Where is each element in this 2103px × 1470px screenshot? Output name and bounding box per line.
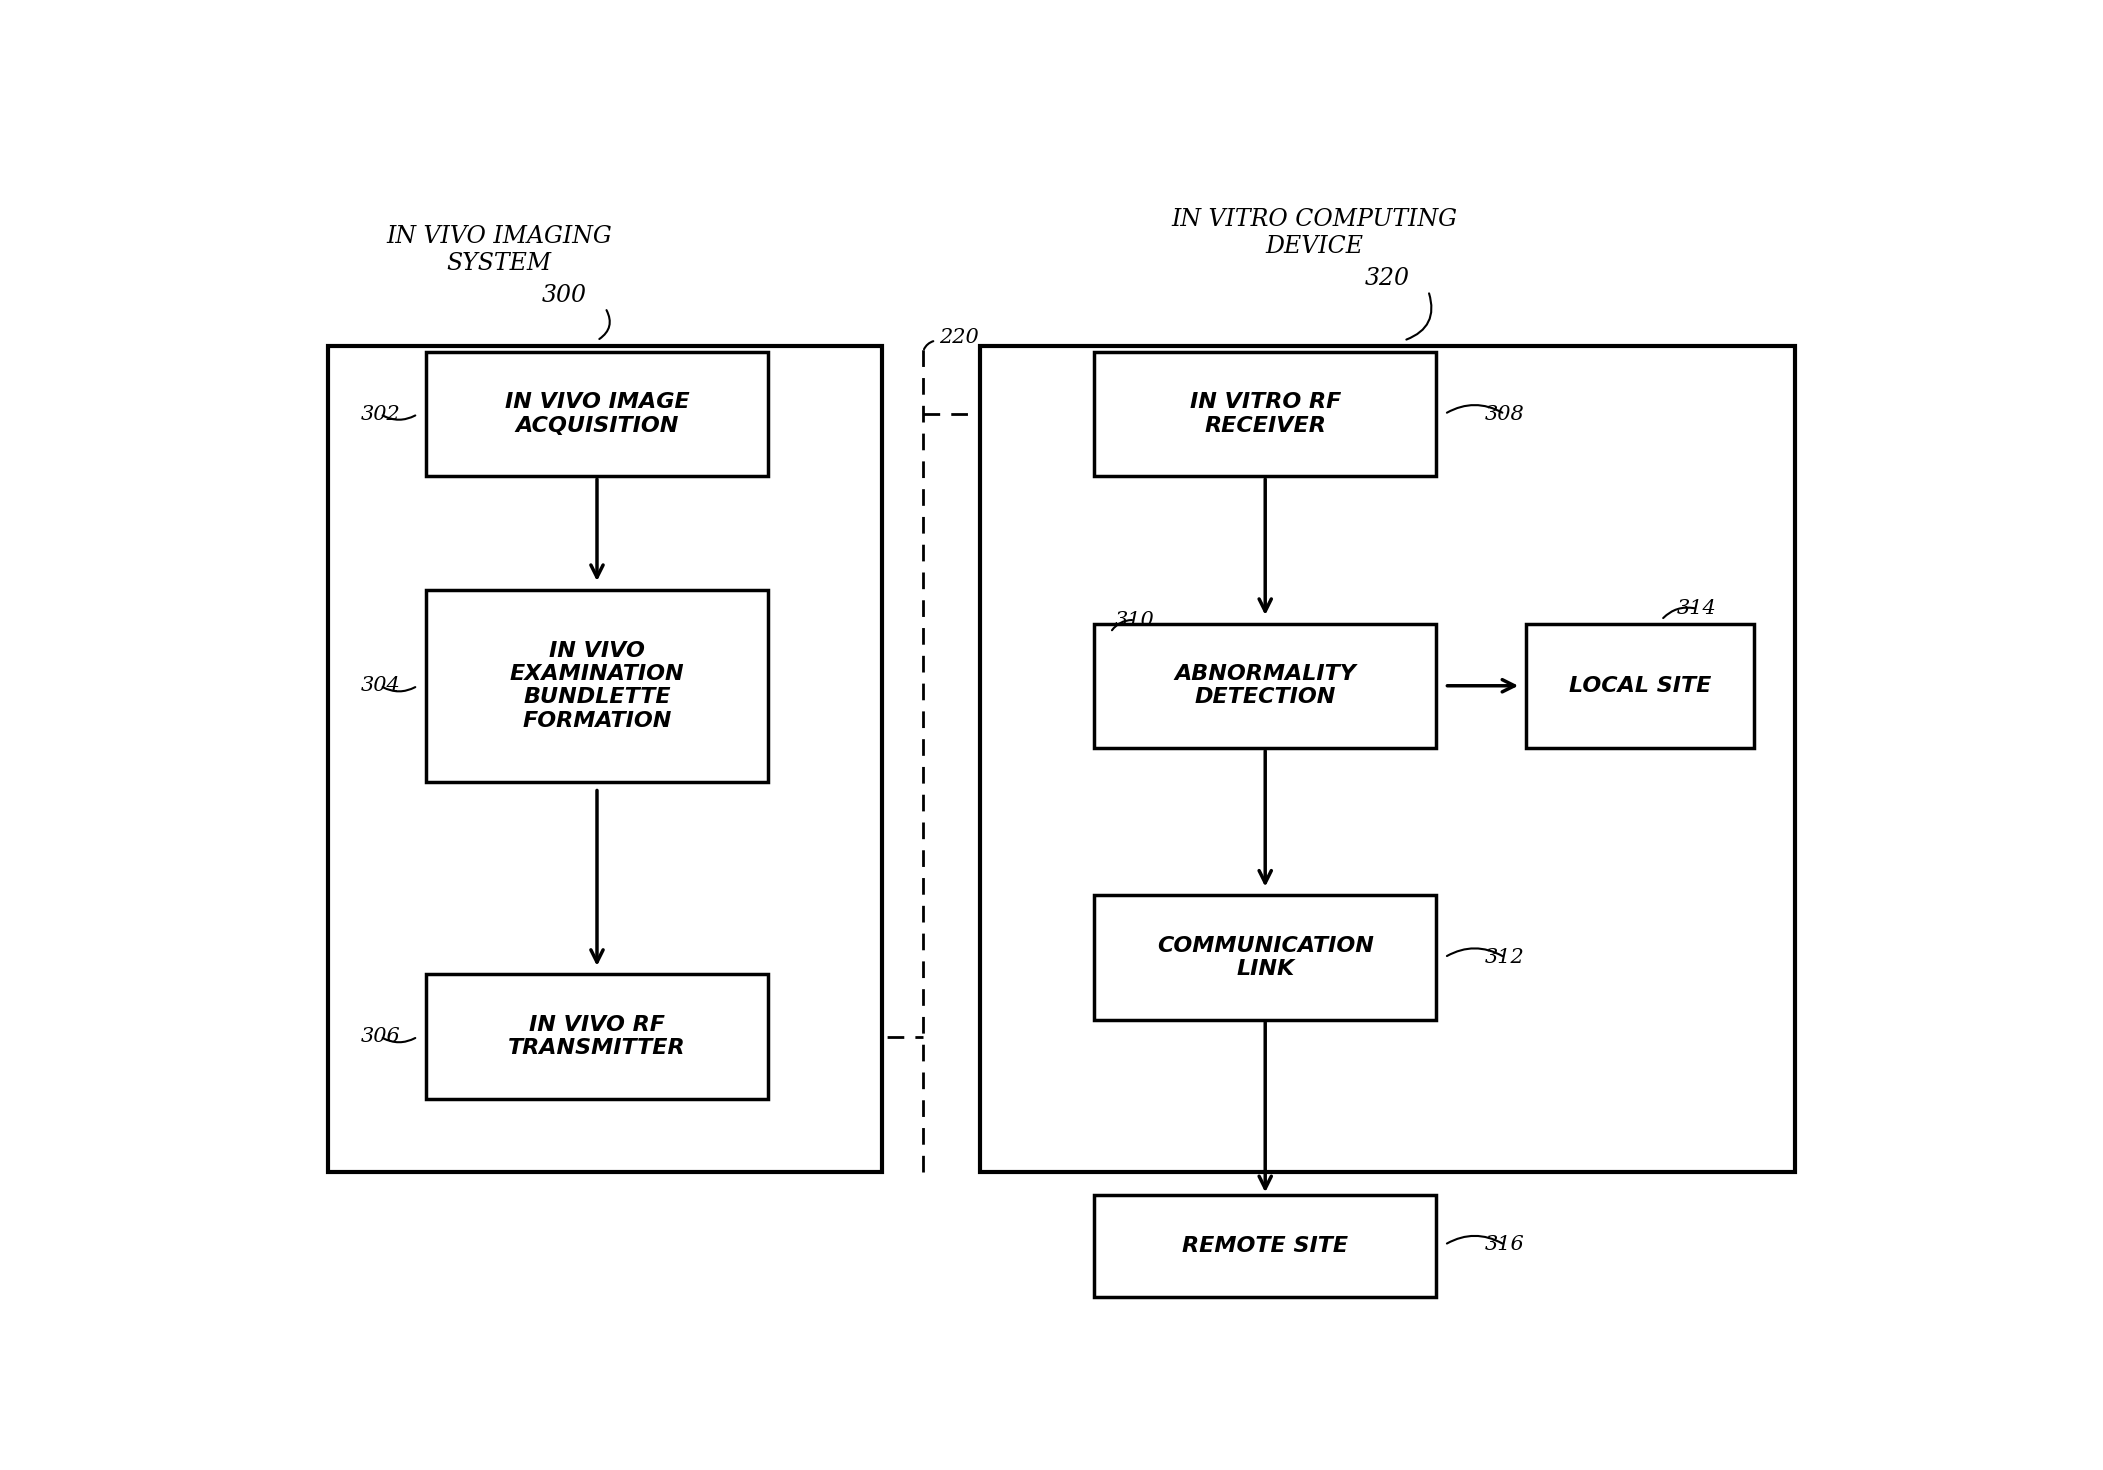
Bar [980, 347, 1796, 1173]
Text: 310: 310 [1115, 610, 1155, 629]
Text: 320: 320 [1365, 266, 1409, 290]
Bar [425, 351, 768, 476]
Bar [1094, 623, 1436, 748]
Bar [328, 347, 883, 1173]
FancyArrowPatch shape [383, 686, 414, 691]
FancyArrowPatch shape [1447, 1236, 1502, 1244]
Text: 220: 220 [940, 328, 980, 347]
Text: IN VIVO IMAGE
ACQUISITION: IN VIVO IMAGE ACQUISITION [505, 392, 690, 435]
Text: IN VIVO IMAGING
SYSTEM: IN VIVO IMAGING SYSTEM [387, 225, 612, 275]
FancyArrowPatch shape [599, 310, 610, 340]
Text: 300: 300 [543, 284, 587, 307]
Text: IN VIVO RF
TRANSMITTER: IN VIVO RF TRANSMITTER [509, 1016, 686, 1058]
Bar [1094, 1195, 1436, 1297]
Text: 304: 304 [360, 676, 400, 695]
Bar [425, 589, 768, 782]
FancyArrowPatch shape [923, 341, 934, 350]
Text: ABNORMALITY
DETECTION: ABNORMALITY DETECTION [1173, 664, 1356, 707]
FancyArrowPatch shape [383, 416, 414, 420]
Text: IN VIVO
EXAMINATION
BUNDLETTE
FORMATION: IN VIVO EXAMINATION BUNDLETTE FORMATION [509, 641, 683, 731]
Text: IN VITRO COMPUTING
DEVICE: IN VITRO COMPUTING DEVICE [1171, 209, 1457, 257]
Text: 312: 312 [1485, 948, 1525, 967]
Text: REMOTE SITE: REMOTE SITE [1182, 1236, 1348, 1255]
Text: IN VITRO RF
RECEIVER: IN VITRO RF RECEIVER [1190, 392, 1342, 435]
Bar [1094, 895, 1436, 1020]
Text: 308: 308 [1485, 404, 1525, 423]
Bar [1094, 351, 1436, 476]
Bar [425, 975, 768, 1100]
FancyArrowPatch shape [383, 1038, 414, 1042]
Text: LOCAL SITE: LOCAL SITE [1569, 676, 1712, 695]
Text: COMMUNICATION
LINK: COMMUNICATION LINK [1157, 936, 1373, 979]
FancyArrowPatch shape [1447, 406, 1502, 413]
Text: 302: 302 [360, 404, 400, 423]
Bar [1527, 623, 1754, 748]
Text: 314: 314 [1678, 600, 1716, 619]
FancyArrowPatch shape [1663, 607, 1695, 617]
FancyArrowPatch shape [1112, 620, 1131, 631]
Text: 306: 306 [360, 1028, 400, 1047]
FancyArrowPatch shape [1407, 294, 1432, 340]
Text: 316: 316 [1485, 1235, 1525, 1254]
FancyArrowPatch shape [1447, 948, 1502, 956]
